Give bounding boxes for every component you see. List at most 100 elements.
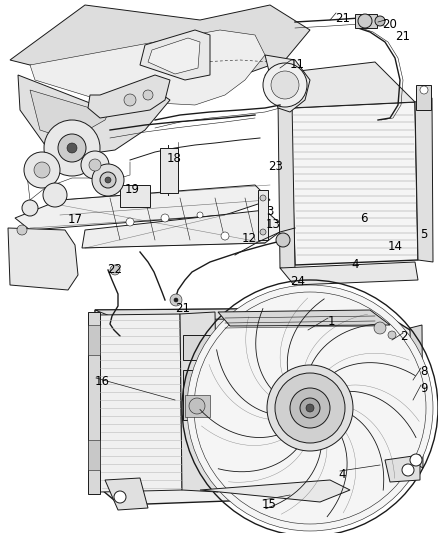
Circle shape xyxy=(375,16,385,26)
Text: 13: 13 xyxy=(266,218,281,231)
Circle shape xyxy=(189,398,205,414)
Circle shape xyxy=(374,322,386,334)
Circle shape xyxy=(410,454,422,466)
Bar xyxy=(416,85,431,110)
Circle shape xyxy=(263,63,307,107)
Text: 2: 2 xyxy=(400,330,407,343)
Circle shape xyxy=(358,14,372,28)
Bar xyxy=(88,440,100,470)
Polygon shape xyxy=(385,455,420,482)
Text: 4: 4 xyxy=(338,468,346,481)
Polygon shape xyxy=(278,100,295,270)
Circle shape xyxy=(143,90,153,100)
Circle shape xyxy=(81,151,109,179)
Circle shape xyxy=(197,212,203,218)
Text: 21: 21 xyxy=(175,302,190,315)
Text: 21: 21 xyxy=(395,30,410,43)
Circle shape xyxy=(34,162,50,178)
Circle shape xyxy=(161,214,169,222)
Text: 8: 8 xyxy=(420,365,427,378)
Circle shape xyxy=(124,94,136,106)
Text: 23: 23 xyxy=(268,160,283,173)
Circle shape xyxy=(89,159,101,171)
Polygon shape xyxy=(8,228,78,290)
Bar xyxy=(120,185,150,207)
Circle shape xyxy=(92,164,124,196)
Polygon shape xyxy=(280,262,418,285)
Text: 22: 22 xyxy=(107,263,122,276)
Circle shape xyxy=(43,183,67,207)
Polygon shape xyxy=(148,38,200,74)
Circle shape xyxy=(44,120,100,176)
Circle shape xyxy=(114,491,126,503)
Circle shape xyxy=(260,195,266,201)
Circle shape xyxy=(388,331,396,339)
Text: 17: 17 xyxy=(68,213,83,226)
Text: 20: 20 xyxy=(382,18,397,31)
Bar xyxy=(0,305,438,533)
Circle shape xyxy=(276,233,290,247)
Polygon shape xyxy=(218,310,390,326)
Polygon shape xyxy=(415,98,433,262)
Circle shape xyxy=(402,464,414,476)
Text: 11: 11 xyxy=(290,58,305,71)
Bar xyxy=(185,395,210,417)
Polygon shape xyxy=(18,75,170,155)
Bar xyxy=(355,14,377,28)
Polygon shape xyxy=(30,30,265,105)
Circle shape xyxy=(290,388,330,428)
Polygon shape xyxy=(88,75,170,118)
Circle shape xyxy=(221,232,229,240)
Text: 12: 12 xyxy=(242,232,257,245)
Text: 4: 4 xyxy=(351,258,358,271)
Bar xyxy=(183,370,213,420)
Circle shape xyxy=(267,365,353,451)
Polygon shape xyxy=(105,478,148,510)
Text: 3: 3 xyxy=(266,205,273,218)
Circle shape xyxy=(174,298,178,302)
Polygon shape xyxy=(115,318,388,340)
Bar xyxy=(88,325,100,355)
Polygon shape xyxy=(140,30,210,80)
Text: 18: 18 xyxy=(167,152,182,165)
Circle shape xyxy=(58,134,86,162)
Bar xyxy=(160,148,178,193)
Text: 5: 5 xyxy=(420,228,427,241)
Polygon shape xyxy=(200,480,350,502)
Polygon shape xyxy=(90,308,420,505)
Circle shape xyxy=(105,177,111,183)
Bar xyxy=(258,190,268,240)
Text: 6: 6 xyxy=(360,212,367,225)
Polygon shape xyxy=(265,62,415,108)
Circle shape xyxy=(126,218,134,226)
Circle shape xyxy=(271,71,299,99)
Circle shape xyxy=(17,225,27,235)
Circle shape xyxy=(67,143,77,153)
Polygon shape xyxy=(265,55,310,112)
Polygon shape xyxy=(82,210,285,248)
Polygon shape xyxy=(10,5,310,90)
Text: 14: 14 xyxy=(388,240,403,253)
Text: 24: 24 xyxy=(290,275,305,288)
Bar xyxy=(0,0,438,295)
Circle shape xyxy=(110,265,120,275)
Circle shape xyxy=(260,229,266,235)
Polygon shape xyxy=(97,314,182,492)
Text: 9: 9 xyxy=(420,382,427,395)
Polygon shape xyxy=(88,312,100,494)
Circle shape xyxy=(24,152,60,188)
Text: 16: 16 xyxy=(95,375,110,388)
Text: 1: 1 xyxy=(328,315,336,328)
Text: 19: 19 xyxy=(125,183,140,196)
Circle shape xyxy=(22,200,38,216)
Text: 21: 21 xyxy=(335,12,350,25)
Circle shape xyxy=(170,294,182,306)
Polygon shape xyxy=(30,90,115,140)
Circle shape xyxy=(420,86,428,94)
Circle shape xyxy=(300,398,320,418)
Circle shape xyxy=(187,285,433,531)
Polygon shape xyxy=(15,185,270,230)
Bar xyxy=(183,335,211,360)
Polygon shape xyxy=(410,325,423,468)
Circle shape xyxy=(306,404,314,412)
